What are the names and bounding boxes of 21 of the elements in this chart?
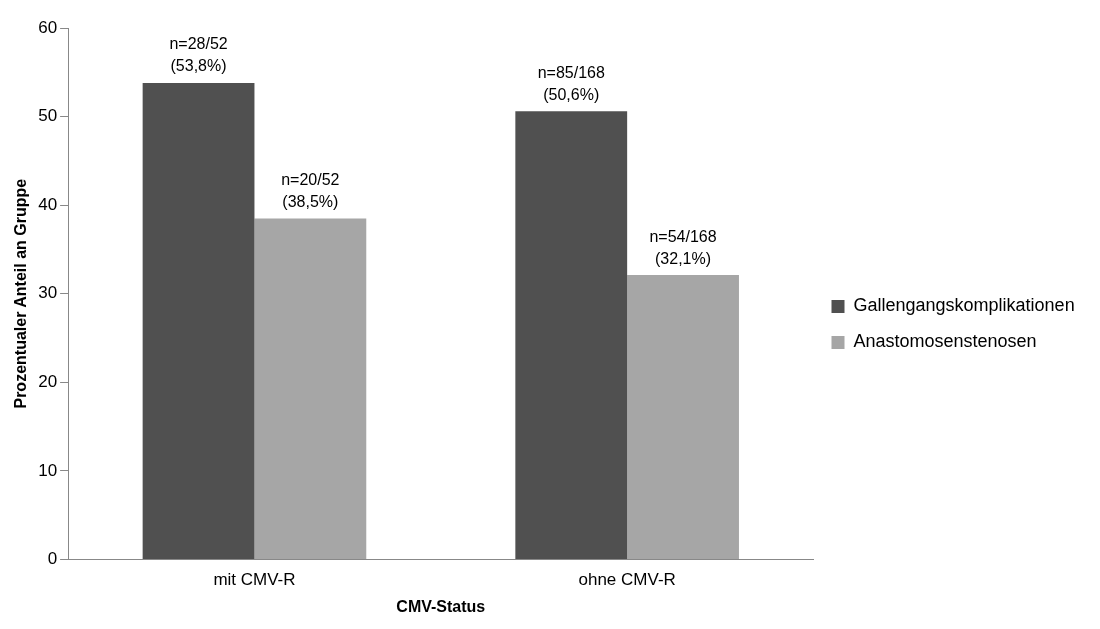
y-tick-label: 50 (38, 106, 58, 126)
x-axis-title: CMV-Status (396, 597, 486, 615)
y-tick-label: 60 (38, 17, 58, 37)
legend-label: Gallengangskomplikationen (853, 295, 1075, 316)
x-tick-label: mit CMV-R (213, 570, 296, 590)
y-tick-label: 40 (38, 194, 58, 214)
x-tick-label: ohne CMV-R (578, 570, 676, 590)
legend-label: Anastomosenstenosen (853, 331, 1037, 352)
y-tick-label: 0 (47, 549, 58, 569)
bar (627, 275, 739, 559)
y-tick-label: 20 (38, 371, 58, 391)
data-label: n=28/52 (53,8%) (169, 35, 228, 75)
y-axis-title: Prozentualer Anteil an Gruppe (12, 178, 30, 409)
y-tick-label: 10 (38, 460, 58, 480)
bar (142, 82, 255, 559)
bar (515, 111, 628, 559)
data-label: n=20/52 (38,5%) (281, 170, 340, 210)
y-tick-label: 30 (38, 283, 58, 303)
bar (254, 218, 367, 559)
data-label: n=85/168 (50,6%) (537, 63, 605, 103)
data-label: n=54/168 (32,1%) (649, 227, 717, 267)
